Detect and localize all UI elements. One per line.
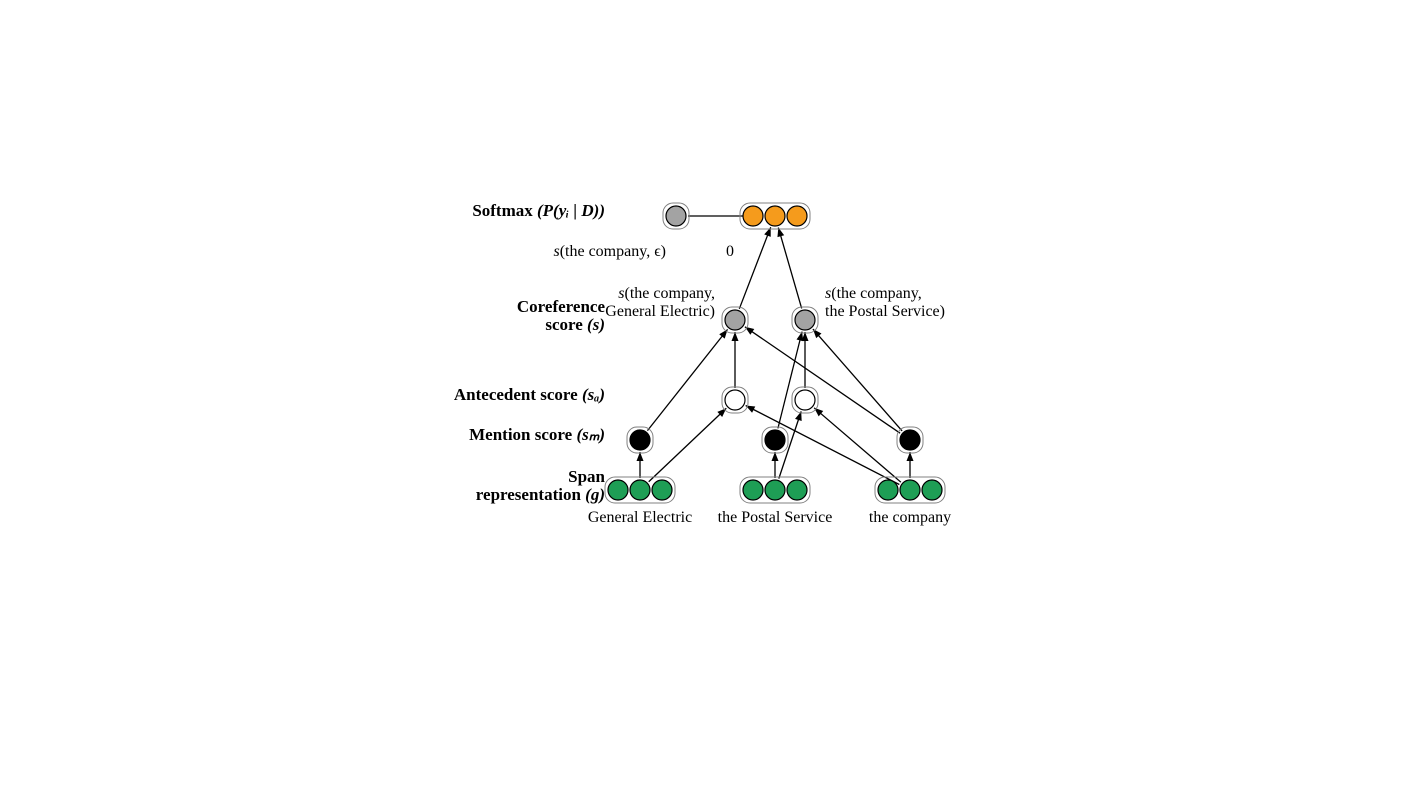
softmax_triple-node-0 [743, 206, 763, 226]
ant_B-node-0 [795, 390, 815, 410]
span_C-node-2 [922, 480, 942, 500]
span_A-node-0 [608, 480, 628, 500]
span_C-node-0 [878, 480, 898, 500]
layer-label-span-1: representation (g) [476, 485, 605, 504]
annotation-sB_line2: the Postal Service) [825, 303, 945, 320]
softmax_triple-node-2 [787, 206, 807, 226]
span_C-node-1 [900, 480, 920, 500]
layer-label-span-0: Span [568, 467, 605, 486]
men_A-node-0 [630, 430, 650, 450]
coref_A-node-0 [725, 310, 745, 330]
layer-label-coref-0: Coreference [517, 297, 606, 316]
annotation-sA_line1: s(the company, [618, 285, 715, 302]
span_B-node-2 [787, 480, 807, 500]
softmax_eps-node-0 [666, 206, 686, 226]
layer-label-coref-1: score (s) [545, 315, 605, 334]
annotation-zero_label: 0 [726, 243, 734, 260]
annotation-sA_line2: General Electric) [605, 303, 715, 320]
span_A-node-1 [630, 480, 650, 500]
span_A-node-2 [652, 480, 672, 500]
coref_B-node-0 [795, 310, 815, 330]
annotation-sB_line1: s(the company, [825, 285, 922, 302]
men_B-node-0 [765, 430, 785, 450]
span-label-A: General Electric [588, 509, 692, 526]
layer-label-mention-0: Mention score (sₘ) [469, 425, 605, 444]
span_B-node-0 [743, 480, 763, 500]
layer-label-softmax-0: Softmax (P(yᵢ | D)) [472, 201, 605, 220]
annotation-eps_label: s(the company, ϵ) [553, 243, 666, 260]
span_B-node-1 [765, 480, 785, 500]
softmax_triple-node-1 [765, 206, 785, 226]
layer-label-antecedent-0: Antecedent score (sₐ) [454, 385, 605, 404]
span-label-C: the company [869, 509, 951, 526]
men_C-node-0 [900, 430, 920, 450]
coreference-diagram: Softmax (P(yᵢ | D)) Coreferencescore (s) A… [0, 0, 1422, 800]
span-label-B: the Postal Service [718, 509, 833, 526]
ant_A-node-0 [725, 390, 745, 410]
